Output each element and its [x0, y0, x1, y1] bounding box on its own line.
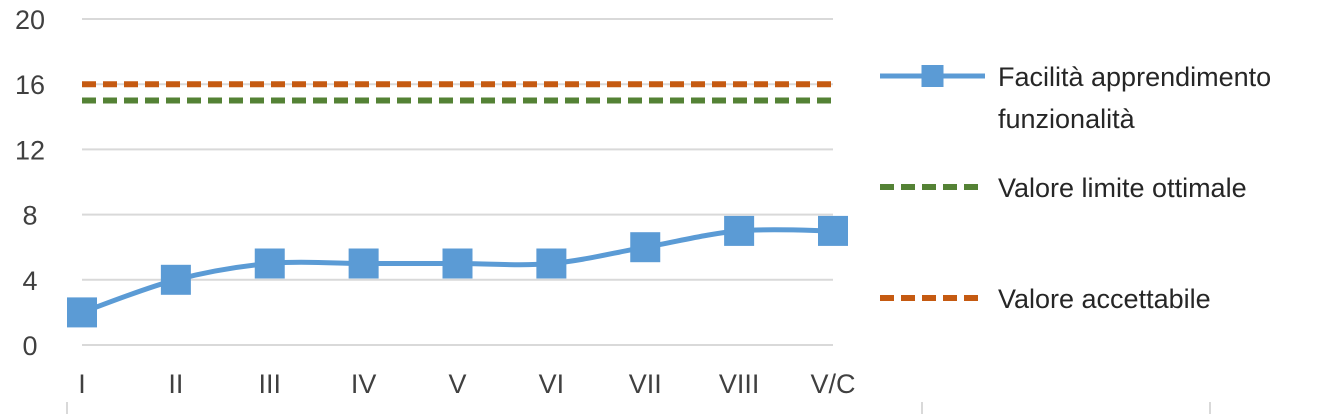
y-tick-label: 0	[22, 331, 37, 361]
data-point-iii	[254, 248, 285, 279]
y-tick-label: 16	[15, 70, 45, 100]
data-point-v	[442, 248, 473, 279]
y-tick-label: 20	[15, 5, 45, 35]
x-tick-label: VII	[629, 369, 662, 399]
y-tick-label: 12	[15, 135, 45, 165]
grid-lines	[82, 18, 833, 346]
data-point-viii	[724, 215, 755, 246]
x-axis-ticks: I II III IV V VI VII VIII V/C	[78, 369, 855, 399]
y-tick-label: 8	[22, 201, 37, 231]
legend: Facilità apprendimento funzionalità Valore…	[880, 62, 1271, 314]
x-tick-label: VIII	[719, 369, 760, 399]
legend-label: Facilità apprendimento	[998, 62, 1271, 92]
x-tick-label: II	[168, 369, 183, 399]
legend-label: Valore accettabile	[998, 284, 1211, 314]
x-tick-label: V/C	[810, 369, 855, 399]
data-point-i	[67, 297, 97, 328]
x-tick-label: V	[448, 369, 466, 399]
data-point-vii	[630, 232, 661, 263]
series-layer	[67, 81, 848, 328]
data-point-vi	[536, 248, 567, 279]
x-tick-label: III	[258, 369, 281, 399]
legend-marker-facilit-apprendimento-funzionalit	[921, 65, 944, 87]
data-point-v-c	[818, 215, 848, 246]
bottom-tick-marks	[66, 402, 1211, 414]
y-axis-ticks: 0 4 8 12 16 20	[15, 5, 45, 361]
legend-label: Valore limite ottimale	[998, 173, 1247, 203]
legend-label: funzionalità	[998, 104, 1136, 134]
x-tick-label: I	[78, 369, 86, 399]
y-tick-label: 4	[22, 266, 37, 296]
data-point-iv	[348, 248, 379, 279]
x-tick-label: VI	[539, 369, 565, 399]
x-tick-label: IV	[351, 369, 377, 399]
data-point-ii	[160, 264, 191, 295]
